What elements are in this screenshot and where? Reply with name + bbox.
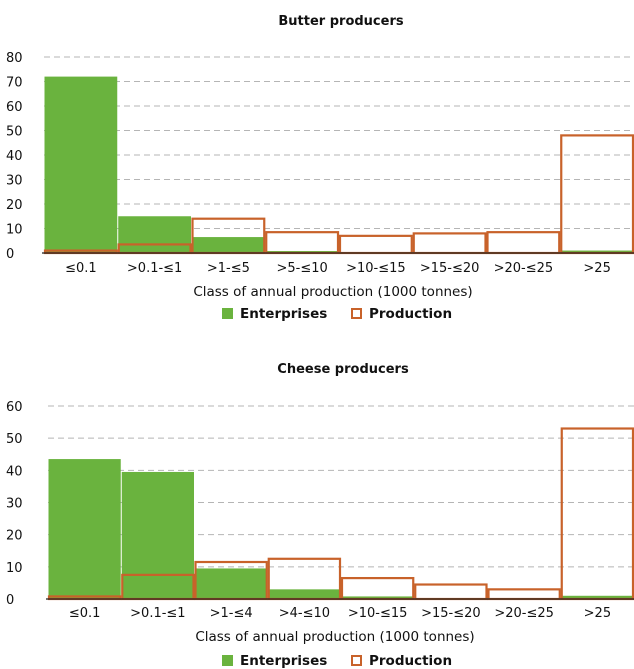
chart-0-xtick-7: >25 xyxy=(583,261,610,276)
chart-0-ytick-5: 50 xyxy=(6,125,23,140)
chart-0-enterprises-bar-2 xyxy=(192,237,265,253)
chart-0-enterprises-bar-0 xyxy=(44,76,118,253)
butter-chart: Butter producers 0 10 20 30 40 50 60 70 80 ≤0.1 >0.… xyxy=(6,14,634,322)
chart-1-production-bar-7 xyxy=(560,427,634,601)
chart-0-ytick-1: 10 xyxy=(6,223,23,238)
chart-0-enterprises-bar-7 xyxy=(560,250,634,253)
chart-0-xtick-5: >15-≤20 xyxy=(420,261,480,276)
chart-1-legend-enterprises-swatch xyxy=(222,655,233,666)
chart-1-production-bar-5 xyxy=(414,583,488,601)
chart-1-enterprises-bar-0 xyxy=(48,459,121,599)
chart-0-production-bar-4 xyxy=(338,234,413,255)
chart-1-ytick-3: 30 xyxy=(6,497,23,512)
chart-1-ytick-2: 20 xyxy=(6,529,23,544)
chart-1-xtick-0: ≤0.1 xyxy=(69,606,101,621)
chart-0-title: Butter producers xyxy=(278,14,403,29)
chart-1-production-bar-4 xyxy=(340,576,415,601)
chart-0-legend-enterprises-swatch xyxy=(222,308,233,319)
chart-1-ytick-0: 0 xyxy=(6,593,14,608)
chart-0-production-bar-5 xyxy=(412,232,487,255)
chart-1-enterprises-bar-3 xyxy=(268,589,341,599)
chart-1-ytick-1: 10 xyxy=(6,561,23,576)
chart-0-legend-enterprises: Enterprises xyxy=(240,306,327,322)
chart-0-enterprises-bar-1 xyxy=(118,216,191,253)
chart-1-ytick-4: 40 xyxy=(6,464,23,479)
chart-0-ytick-2: 20 xyxy=(6,198,23,213)
chart-0-ytick-0: 0 xyxy=(6,247,14,262)
chart-1-xtick-5: >15-≤20 xyxy=(421,606,481,621)
chart-0-production-bar-7 xyxy=(560,134,634,255)
chart-0-legend-production-swatch xyxy=(351,308,362,319)
cheese-chart: Cheese producers 0 10 20 30 40 50 60 ≤0.1 >0.1-≤1… xyxy=(6,362,634,669)
chart-0-ytick-8: 80 xyxy=(6,51,23,66)
chart-1-xtick-6: >20-≤25 xyxy=(494,606,554,621)
chart-0-xtick-2: >1-≤5 xyxy=(207,261,250,276)
chart-0-ytick-7: 70 xyxy=(6,76,23,91)
chart-1-xtick-2: >1-≤4 xyxy=(210,606,253,621)
chart-1-ytick-5: 50 xyxy=(6,432,23,447)
chart-0-ytick-3: 30 xyxy=(6,174,23,189)
chart-1-xtick-4: >10-≤15 xyxy=(348,606,408,621)
chart-0-xlabel: Class of annual production (1000 tonnes) xyxy=(193,284,472,300)
chart-0-xtick-0: ≤0.1 xyxy=(65,261,97,276)
chart-1-ytick-6: 60 xyxy=(6,400,23,415)
chart-0-xtick-3: >5-≤10 xyxy=(276,261,327,276)
chart-0-production-bar-6 xyxy=(486,231,561,255)
chart-0-legend-production: Production xyxy=(369,306,452,322)
chart-1-enterprises-bar-2 xyxy=(195,568,268,599)
chart-1-title: Cheese producers xyxy=(277,362,409,377)
chart-1-legend-enterprises: Enterprises xyxy=(240,653,327,669)
chart-1-xtick-3: >4-≤10 xyxy=(279,606,330,621)
chart-1-production-bar-6 xyxy=(487,588,561,601)
chart-1-enterprises-bar-7 xyxy=(561,595,634,599)
chart-1-xtick-1: >0.1-≤1 xyxy=(130,606,185,621)
chart-1-legend-production-swatch xyxy=(351,655,362,666)
chart-1-enterprises-bar-4 xyxy=(341,596,414,599)
chart-0-xtick-6: >20-≤25 xyxy=(494,261,554,276)
chart-0-production-bar-3 xyxy=(265,231,340,255)
chart-1-xlabel: Class of annual production (1000 tonnes) xyxy=(195,629,474,645)
chart-0-xtick-1: >0.1-≤1 xyxy=(127,261,182,276)
chart-1-enterprises-bar-1 xyxy=(121,471,194,599)
chart-0-ytick-6: 60 xyxy=(6,100,23,115)
chart-1-xtick-7: >25 xyxy=(584,606,611,621)
chart-1-legend-production: Production xyxy=(369,653,452,669)
chart-0-ytick-4: 40 xyxy=(6,149,23,164)
chart-0-xtick-4: >10-≤15 xyxy=(346,261,406,276)
